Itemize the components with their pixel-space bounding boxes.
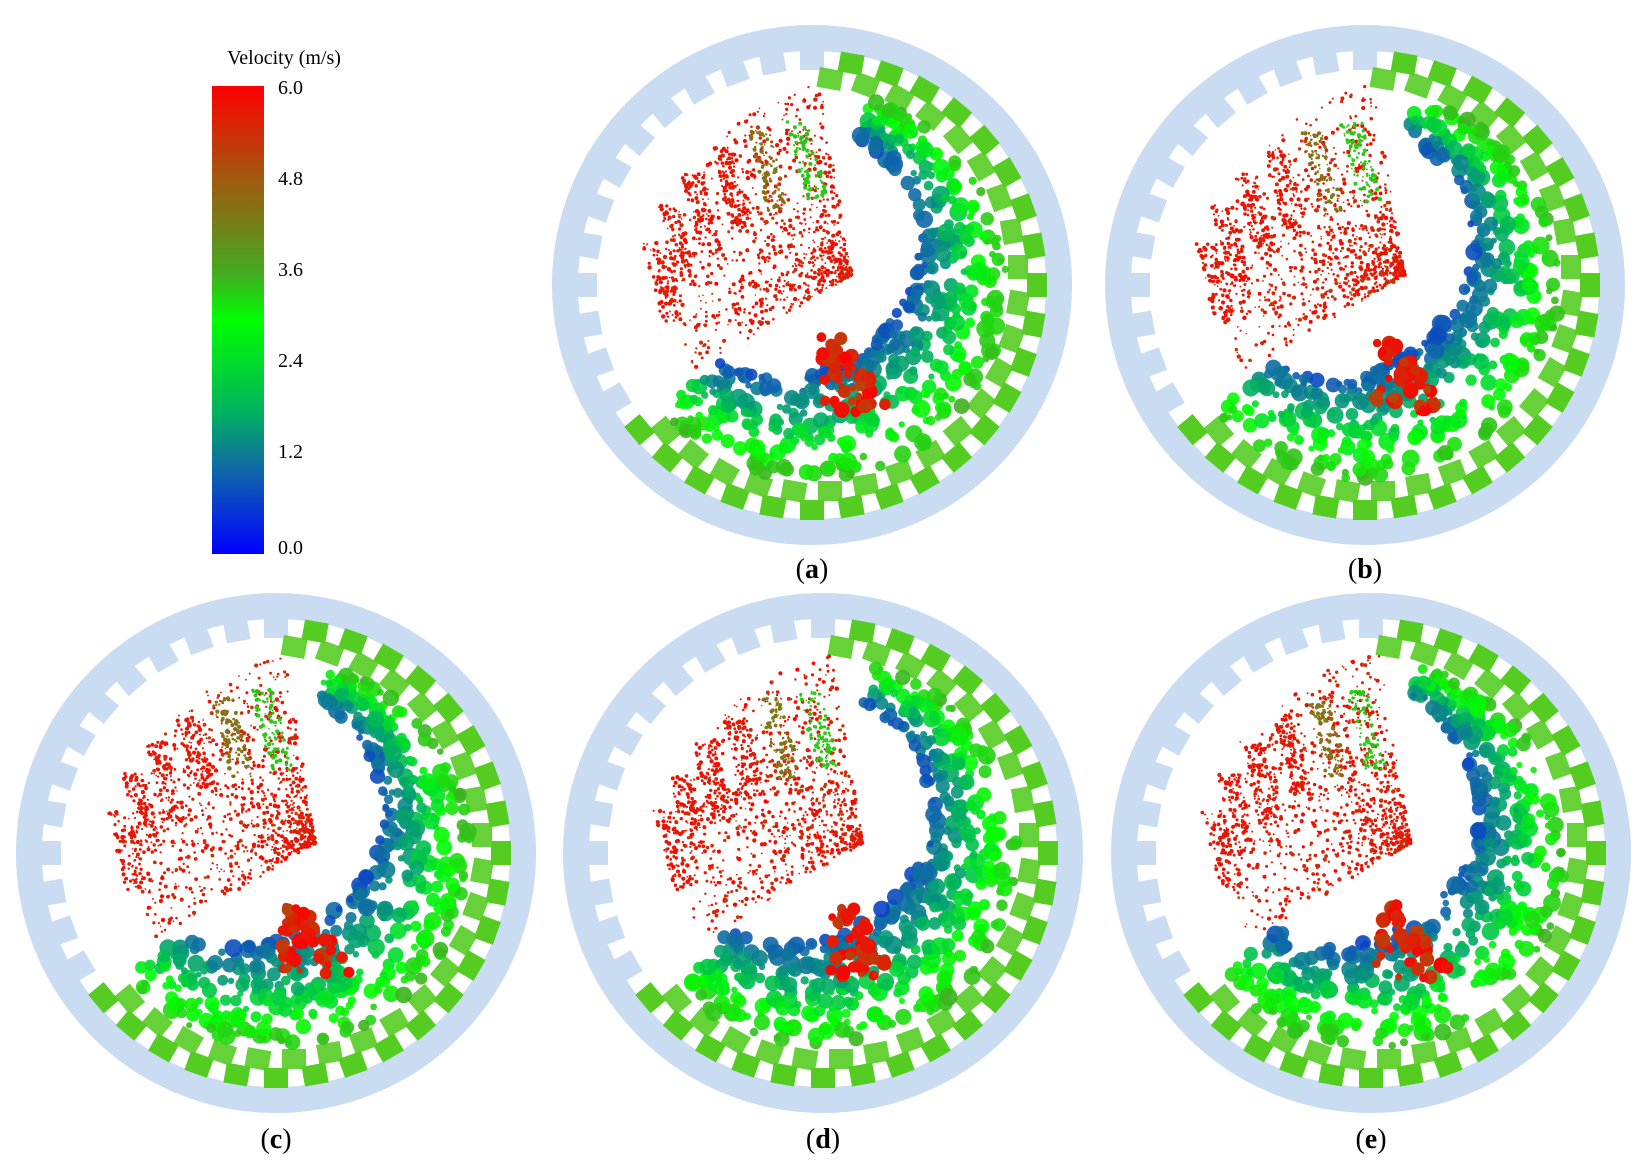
panel-c: (c) [16,593,536,1155]
particle-spray [1194,84,1441,417]
mill-drum [16,593,536,1113]
particle-spray [642,85,891,418]
panel-label: (c) [260,1124,291,1155]
colorbar-tick-6-0: 6.0 [278,77,303,99]
colorbar-tick-4-8: 4.8 [278,168,303,190]
colorbar-tick-1-2: 1.2 [278,441,303,463]
mill-drum [552,25,1072,545]
mill-drum [563,593,1083,1113]
panel-b: (b) [1105,25,1625,585]
colorbar-tick-3-6: 3.6 [278,259,303,281]
panel-label: (d) [806,1124,840,1155]
particle-spray [107,657,355,980]
colorbar-title: Velocity (m/s) [227,47,341,69]
colorbar-tick-0-0: 0.0 [278,537,303,559]
panel-label: (a) [796,554,829,585]
panel-label: (b) [1348,554,1382,585]
panel-e: (e) [1111,593,1631,1155]
particle-charge [683,661,1023,1050]
colorbar-gradient [212,86,264,554]
mill-drum [1105,25,1625,545]
mill-drum [1111,593,1631,1113]
particle-spray [652,654,892,983]
particle-spray [1200,655,1454,985]
panel-d: (d) [563,593,1083,1155]
panel-a: (a) [552,25,1072,585]
colorbar: Velocity (m/s) 6.0 4.8 3.6 2.4 1.2 0.0 [212,47,341,559]
colorbar-tick-2-4: 2.4 [278,350,303,372]
panel-label: (e) [1355,1124,1386,1155]
